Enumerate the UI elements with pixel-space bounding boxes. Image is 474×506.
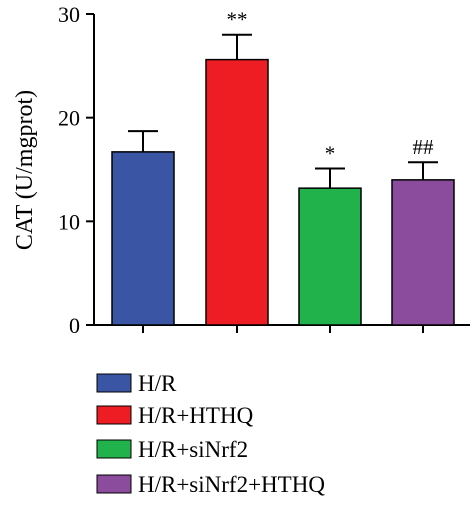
legend: H/R H/R+HTHQ H/R+siNrf2 H/R+siNrf2+HTHQ	[96, 371, 325, 497]
y-axis: 0 10 20 30	[58, 2, 95, 338]
bar	[391, 179, 455, 326]
y-tick-label: 10	[58, 209, 80, 234]
legend-swatch	[96, 405, 132, 425]
legend-swatch	[96, 474, 132, 494]
y-tick-label: 0	[69, 313, 80, 338]
legend-label: H/R+siNrf2+HTHQ	[138, 472, 325, 497]
legend-swatch	[96, 373, 132, 393]
y-tick-label: 30	[58, 2, 80, 27]
legend-label: H/R+HTHQ	[138, 403, 254, 428]
bar	[298, 187, 362, 326]
y-tick-label: 20	[58, 106, 80, 131]
legend-label: H/R+siNrf2	[138, 437, 248, 462]
x-axis	[94, 324, 470, 333]
significance-label: *	[325, 141, 336, 165]
significance-label: ##	[413, 135, 435, 159]
y-axis-title: CAT (U/mgprot)	[12, 90, 38, 250]
bar	[205, 58, 269, 326]
legend-swatch	[96, 439, 132, 459]
significance-label: **	[227, 8, 248, 32]
legend-label: H/R	[138, 371, 177, 396]
bar	[111, 151, 175, 326]
